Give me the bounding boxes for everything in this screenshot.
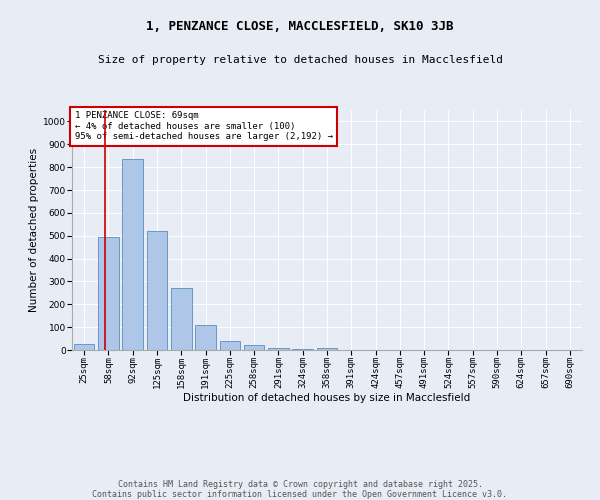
Y-axis label: Number of detached properties: Number of detached properties: [29, 148, 38, 312]
Bar: [220, 342, 240, 350]
Bar: [171, 288, 191, 350]
Bar: [146, 231, 167, 350]
Bar: [268, 348, 289, 350]
Bar: [292, 349, 313, 350]
Text: 1, PENZANCE CLOSE, MACCLESFIELD, SK10 3JB: 1, PENZANCE CLOSE, MACCLESFIELD, SK10 3J…: [146, 20, 454, 33]
Bar: [98, 238, 119, 350]
Text: 1 PENZANCE CLOSE: 69sqm
← 4% of detached houses are smaller (100)
95% of semi-de: 1 PENZANCE CLOSE: 69sqm ← 4% of detached…: [74, 111, 332, 141]
Text: Contains HM Land Registry data © Crown copyright and database right 2025.
Contai: Contains HM Land Registry data © Crown c…: [92, 480, 508, 500]
Bar: [195, 326, 216, 350]
Text: Size of property relative to detached houses in Macclesfield: Size of property relative to detached ho…: [97, 55, 503, 65]
Bar: [122, 159, 143, 350]
Bar: [74, 344, 94, 350]
Bar: [244, 345, 265, 350]
X-axis label: Distribution of detached houses by size in Macclesfield: Distribution of detached houses by size …: [184, 392, 470, 402]
Bar: [317, 348, 337, 350]
